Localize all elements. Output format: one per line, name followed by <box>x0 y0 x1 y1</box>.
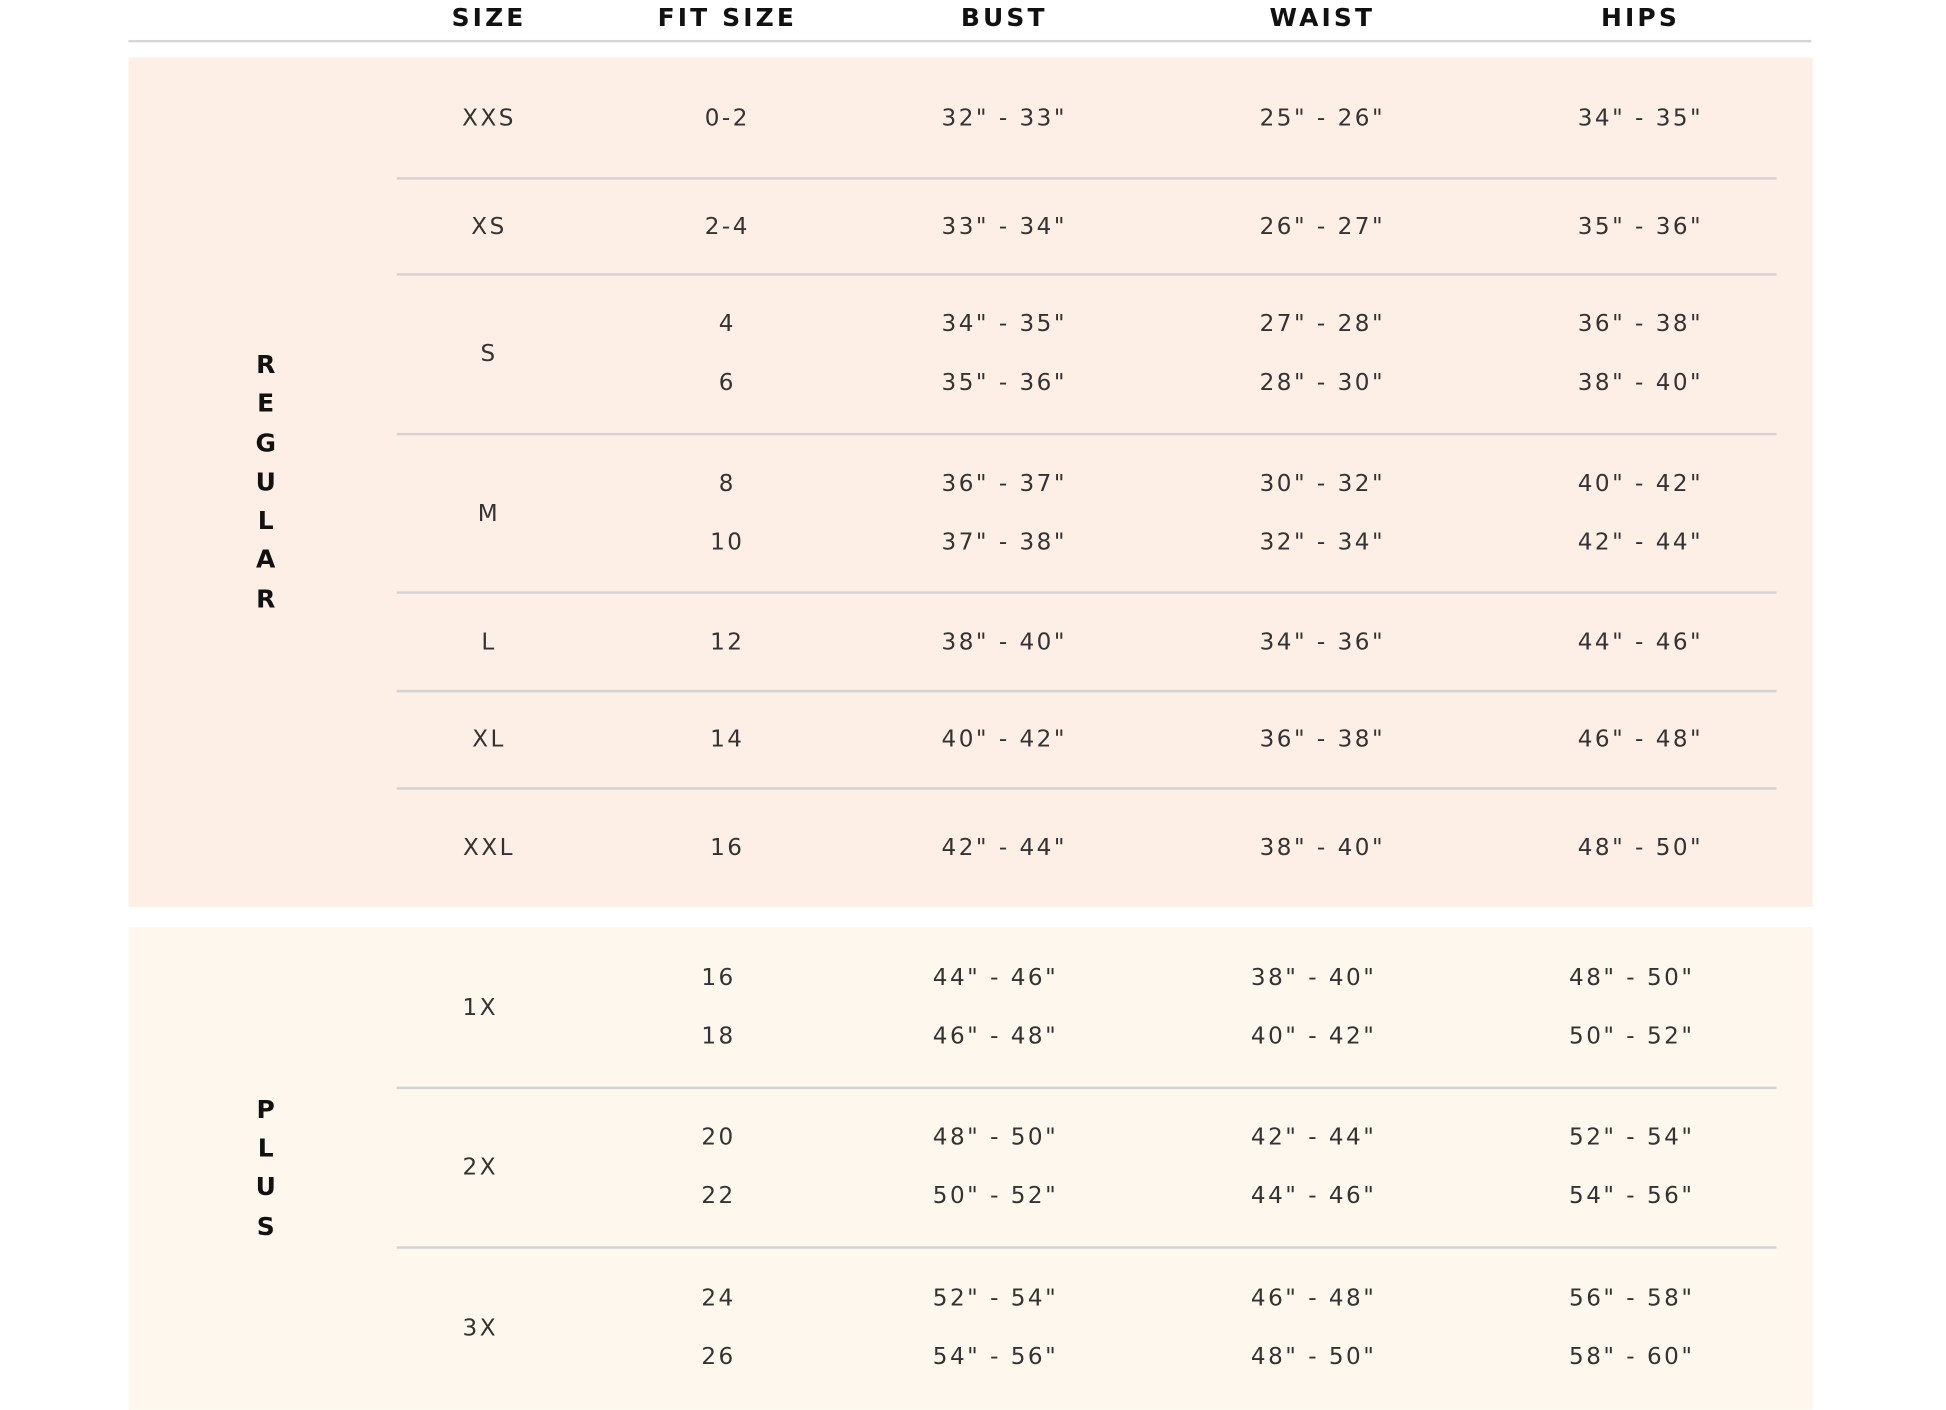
bust-cell: 35" - 36" <box>941 369 1067 397</box>
row-divider <box>396 432 1777 436</box>
waist-cell: 44" - 46" <box>1250 1183 1377 1210</box>
hips-cell: 58" - 60" <box>1569 1344 1695 1371</box>
bust-cell: 40" - 42" <box>941 726 1067 753</box>
fit-size-cell: 0-2 <box>704 104 750 131</box>
table-row: L 12 38" - 40" 34" - 36" 44" - 46" <box>128 591 1812 692</box>
hips-cell: 56" - 58" <box>1569 1285 1695 1312</box>
table-row: 1X 16 44" - 46" 38" - 40" 48" - 50" 18 46" - 4… <box>128 927 1812 1088</box>
waist-cell: 48" - 50" <box>1250 1344 1377 1371</box>
bust-cell: 38" - 40" <box>941 628 1067 655</box>
column-header: FIT SIZE <box>657 2 797 33</box>
bust-cell: 54" - 56" <box>932 1344 1059 1371</box>
waist-cell: 28" - 30" <box>1259 369 1386 397</box>
size-cell: 2X <box>462 1154 499 1181</box>
hips-cell: 52" - 54" <box>1569 1124 1695 1151</box>
bust-cell: 32" - 33" <box>941 104 1067 131</box>
waist-cell: 30" - 32" <box>1259 470 1386 497</box>
waist-cell: 26" - 27" <box>1259 213 1386 240</box>
size-cell: 1X <box>462 994 499 1021</box>
waist-cell: 32" - 34" <box>1259 528 1386 556</box>
hips-cell: 48" - 50" <box>1569 964 1695 991</box>
bust-cell: 52" - 54" <box>932 1285 1059 1312</box>
column-header: WAIST <box>1269 2 1376 33</box>
size-cell: L <box>481 628 497 655</box>
fit-size-cell: 10 <box>710 528 745 556</box>
table-row: 3X 24 52" - 54" 46" - 48" 56" - 58" 26 54" - 5… <box>128 1246 1812 1410</box>
row-divider <box>396 273 1777 276</box>
bust-cell: 48" - 50" <box>932 1124 1059 1151</box>
waist-cell: 36" - 38" <box>1259 726 1386 753</box>
waist-cell: 38" - 40" <box>1259 834 1386 861</box>
column-header: BUST <box>960 2 1048 33</box>
waist-cell: 40" - 42" <box>1250 1022 1377 1050</box>
table-row: XXL 16 42" - 44" 38" - 40" 48" - 50" <box>128 787 1812 907</box>
fit-size-cell: 24 <box>701 1285 736 1312</box>
size-group-regular: REGULAR XXS 0-2 32" - 33" 25" - 26" 34" - 35"… <box>128 57 1813 907</box>
bust-cell: 36" - 37" <box>941 470 1067 497</box>
header-divider <box>128 39 1812 43</box>
hips-cell: 50" - 52" <box>1569 1022 1695 1050</box>
table-row: XS 2-4 33" - 34" 26" - 27" 35" - 36" <box>128 177 1812 274</box>
row-divider <box>396 787 1777 790</box>
fit-size-cell: 18 <box>701 1022 736 1050</box>
fit-size-cell: 22 <box>701 1183 736 1210</box>
row-divider <box>396 1246 1777 1249</box>
size-cell: XL <box>472 726 506 753</box>
waist-cell: 38" - 40" <box>1250 964 1377 991</box>
row-divider <box>396 591 1777 594</box>
table-row: S 4 34" - 35" 27" - 28" 36" - 38" 6 35" - 36" 2… <box>128 273 1812 434</box>
row-divider <box>396 1086 1777 1090</box>
bust-cell: 37" - 38" <box>941 528 1067 556</box>
hips-cell: 42" - 44" <box>1577 528 1704 556</box>
hips-cell: 46" - 48" <box>1577 726 1704 753</box>
size-cell: XXS <box>462 104 516 131</box>
fit-size-cell: 26 <box>701 1344 736 1371</box>
hips-cell: 34" - 35" <box>1577 104 1704 131</box>
hips-cell: 48" - 50" <box>1577 834 1704 861</box>
hips-cell: 40" - 42" <box>1577 470 1704 497</box>
waist-cell: 27" - 28" <box>1259 311 1386 338</box>
bust-cell: 42" - 44" <box>941 834 1067 861</box>
hips-cell: 36" - 38" <box>1577 311 1704 338</box>
size-group-plus: PLUS 1X 16 44" - 46" 38" - 40" 48" - 50" 18 46"… <box>128 926 1813 1410</box>
bust-cell: 44" - 46" <box>932 964 1059 991</box>
size-cell: XS <box>471 213 507 240</box>
hips-cell: 35" - 36" <box>1577 213 1704 240</box>
size-cell: M <box>477 500 501 527</box>
table-row: M 8 36" - 37" 30" - 32" 40" - 42" 10 37" - 38"… <box>128 432 1812 592</box>
waist-cell: 42" - 44" <box>1250 1124 1377 1151</box>
fit-size-cell: 4 <box>718 311 736 338</box>
waist-cell: 25" - 26" <box>1259 104 1386 131</box>
row-divider <box>396 177 1777 180</box>
hips-cell: 38" - 40" <box>1577 369 1704 397</box>
group-label: REGULAR <box>255 349 276 614</box>
waist-cell: 34" - 36" <box>1259 628 1386 655</box>
bust-cell: 50" - 52" <box>932 1183 1059 1210</box>
fit-size-cell: 6 <box>718 369 736 397</box>
bust-cell: 46" - 48" <box>932 1022 1059 1050</box>
table-row: XL 14 40" - 42" 36" - 38" 46" - 48" <box>128 689 1812 788</box>
fit-size-cell: 12 <box>710 628 745 655</box>
fit-size-cell: 8 <box>718 470 736 497</box>
size-cell: S <box>480 341 498 368</box>
table-row: XXS 0-2 32" - 33" 25" - 26" 34" - 35" <box>128 57 1812 178</box>
size-cell: XXL <box>463 834 516 861</box>
fit-size-cell: 16 <box>701 964 736 991</box>
waist-cell: 46" - 48" <box>1250 1285 1377 1312</box>
size-cell: 3X <box>462 1315 499 1342</box>
bust-cell: 33" - 34" <box>941 213 1067 240</box>
fit-size-cell: 14 <box>710 726 745 753</box>
column-header: HIPS <box>1601 2 1680 33</box>
table-row: 2X 20 48" - 50" 42" - 44" 52" - 54" 22 50" - 5… <box>128 1086 1812 1248</box>
row-divider <box>396 689 1777 693</box>
hips-cell: 54" - 56" <box>1569 1183 1695 1210</box>
fit-size-cell: 2-4 <box>704 213 750 240</box>
fit-size-cell: 16 <box>710 834 745 861</box>
fit-size-cell: 20 <box>701 1124 736 1151</box>
bust-cell: 34" - 35" <box>941 311 1067 338</box>
hips-cell: 44" - 46" <box>1577 628 1704 655</box>
group-label: PLUS <box>255 1093 276 1241</box>
column-header: SIZE <box>451 2 527 33</box>
